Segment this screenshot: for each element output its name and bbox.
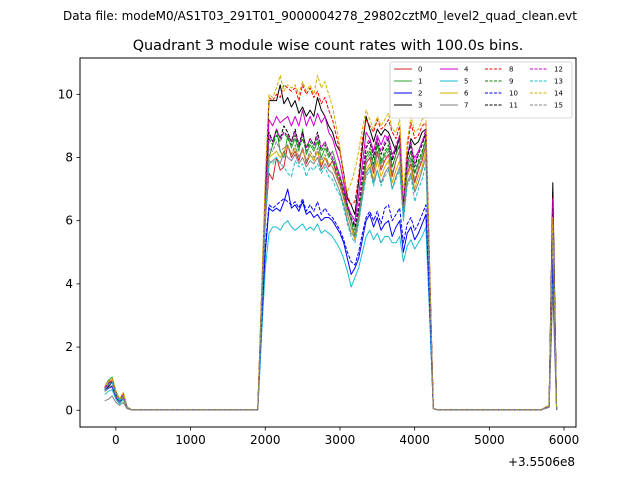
x-tick-label: 6000 [549,433,580,447]
legend-label-7: 7 [464,102,468,110]
x-tick-label: 4000 [399,433,430,447]
x-offset-text: +3.5506e8 [508,455,575,469]
x-tick-label: 0 [112,433,120,447]
legend-label-2: 2 [418,90,422,98]
legend-label-11: 11 [509,102,518,110]
chart-title: Quadrant 3 module wise count rates with … [133,38,524,54]
y-tick-label: 10 [58,87,73,101]
axes-frame [79,57,577,428]
legend-label-3: 3 [418,102,422,110]
legend-label-6: 6 [464,90,469,98]
x-tick-label: 3000 [325,433,356,447]
y-tick-label: 4 [65,277,73,291]
legend-label-14: 14 [554,90,563,98]
legend-label-5: 5 [464,78,468,86]
series-line-14 [104,74,558,411]
x-tick-label: 1000 [175,433,206,447]
legend-label-0: 0 [418,66,422,74]
legend-label-13: 13 [554,78,563,86]
y-tick-label: 2 [65,340,73,354]
figure-suptitle: Data file: modeM0/AS1T03_291T01_90000042… [63,9,577,23]
series-line-13 [104,157,558,411]
x-tick-label: 2000 [250,433,281,447]
legend-label-10: 10 [509,90,518,98]
legend-label-9: 9 [509,78,513,86]
y-tick-label: 6 [65,214,73,228]
legend-label-8: 8 [509,66,513,74]
x-axis: 0 1000 2000 3000 4000 5000 6000 [112,427,579,447]
legend-label-1: 1 [418,78,422,86]
y-axis: 0 2 4 6 8 10 [58,87,80,417]
legend-label-12: 12 [554,66,563,74]
y-tick-label: 8 [65,151,73,165]
series-line-15 [104,141,558,411]
legend-label-15: 15 [554,102,563,110]
legend-box [389,61,573,119]
legend-label-4: 4 [464,66,469,74]
plot-lines [104,74,558,411]
y-tick-label: 0 [65,403,73,417]
x-tick-label: 5000 [474,433,505,447]
